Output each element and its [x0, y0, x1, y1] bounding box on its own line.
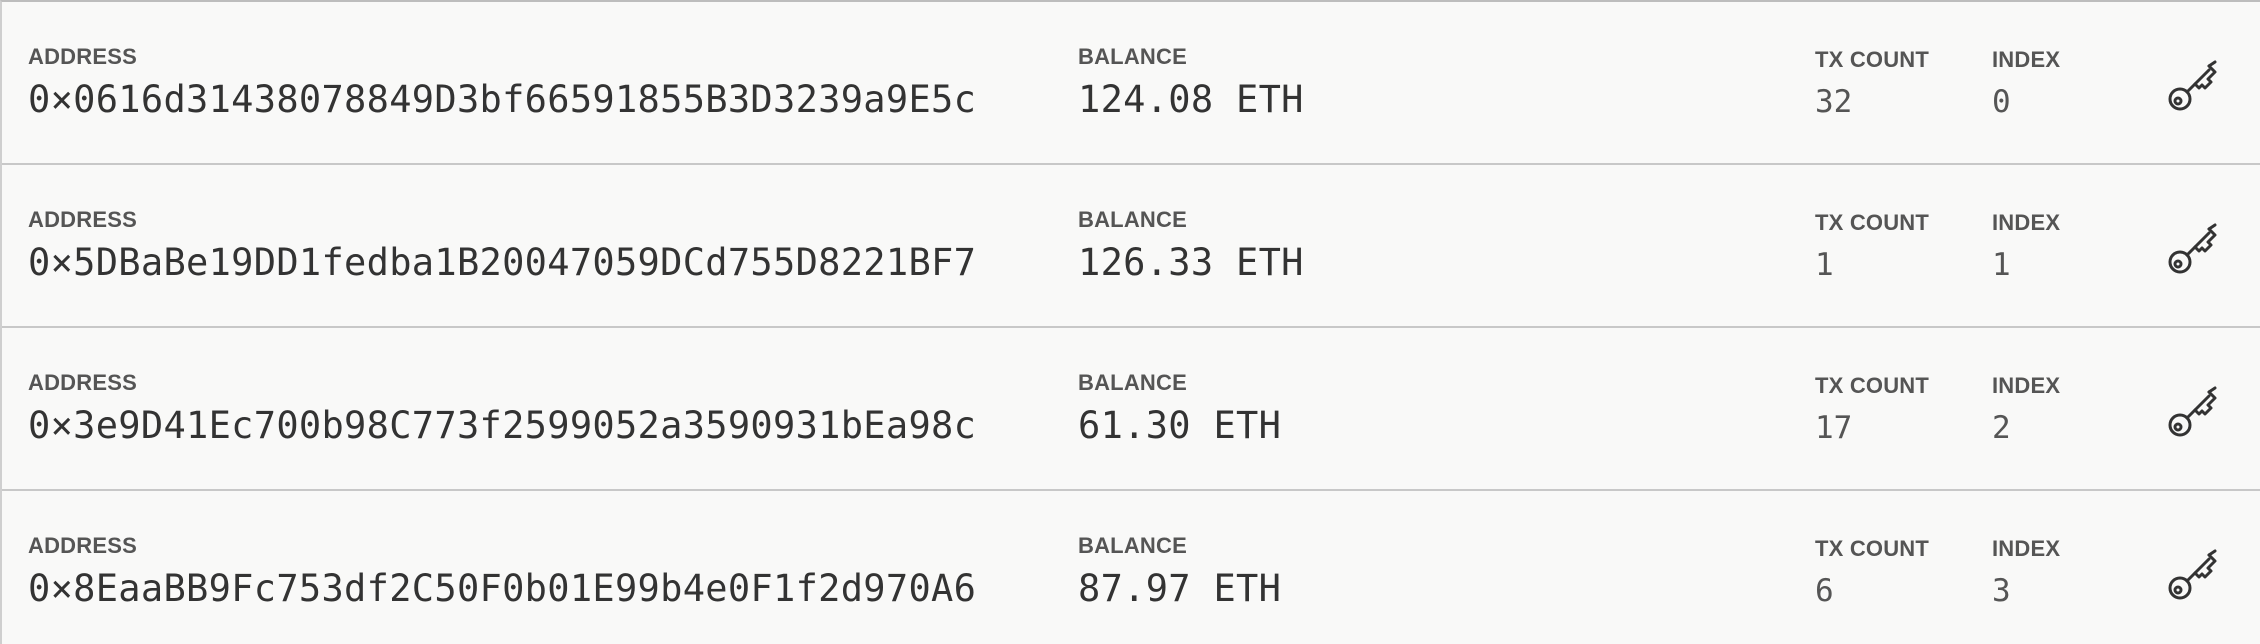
- tx-count-value: 6: [1815, 573, 1834, 609]
- show-keys-button[interactable]: [2165, 217, 2221, 277]
- address-value[interactable]: 0×3e9D41Ec700b98C773f2599052a3590931bEa9…: [28, 404, 977, 447]
- key-icon: [2168, 60, 2217, 111]
- tx-count-value: 1: [1815, 247, 1834, 283]
- tx-count-label: TX COUNT: [1815, 210, 1930, 235]
- tx-count-value: 17: [1815, 410, 1853, 446]
- address-label: ADDRESS: [28, 207, 137, 232]
- balance-value: 124.08 ETH: [1078, 78, 1304, 121]
- address-value[interactable]: 0×8EaaBB9Fc753df2C50F0b01E99b4e0F1f2d970…: [28, 567, 977, 610]
- key-icon: [2168, 386, 2217, 437]
- account-row: ADDRESS 0×8EaaBB9Fc753df2C50F0b01E99b4e0…: [2, 491, 2260, 644]
- balance-value: 87.97 ETH: [1078, 567, 1282, 610]
- show-keys-button[interactable]: [2165, 54, 2221, 114]
- index-label: INDEX: [1992, 210, 2061, 235]
- account-row: ADDRESS 0×5DBaBe19DD1fedba1B20047059DCd7…: [2, 165, 2260, 328]
- balance-value: 126.33 ETH: [1078, 241, 1304, 284]
- tx-count-value: 32: [1815, 84, 1853, 120]
- balance-label: BALANCE: [1078, 207, 1187, 232]
- index-label: INDEX: [1992, 373, 2061, 398]
- tx-count-label: TX COUNT: [1815, 373, 1930, 398]
- key-icon: [2168, 223, 2217, 274]
- index-value: 3: [1992, 573, 2011, 609]
- address-value[interactable]: 0×5DBaBe19DD1fedba1B20047059DCd755D8221B…: [28, 241, 977, 284]
- balance-value: 61.30 ETH: [1078, 404, 1282, 447]
- index-label: INDEX: [1992, 536, 2061, 561]
- show-keys-button[interactable]: [2165, 380, 2221, 440]
- account-row: ADDRESS 0×0616d31438078849D3bf66591855B3…: [2, 2, 2260, 165]
- address-label: ADDRESS: [28, 370, 137, 395]
- index-value: 0: [1992, 84, 2011, 120]
- balance-label: BALANCE: [1078, 370, 1187, 395]
- address-label: ADDRESS: [28, 533, 137, 558]
- address-value[interactable]: 0×0616d31438078849D3bf66591855B3D3239a9E…: [28, 78, 977, 121]
- tx-count-label: TX COUNT: [1815, 47, 1930, 72]
- show-keys-button[interactable]: [2165, 543, 2221, 603]
- index-value: 1: [1992, 247, 2011, 283]
- balance-label: BALANCE: [1078, 44, 1187, 69]
- key-icon: [2168, 549, 2217, 600]
- index-value: 2: [1992, 410, 2011, 446]
- account-row: ADDRESS 0×3e9D41Ec700b98C773f2599052a359…: [2, 328, 2260, 491]
- tx-count-label: TX COUNT: [1815, 536, 1930, 561]
- index-label: INDEX: [1992, 47, 2061, 72]
- address-label: ADDRESS: [28, 44, 137, 69]
- balance-label: BALANCE: [1078, 533, 1187, 558]
